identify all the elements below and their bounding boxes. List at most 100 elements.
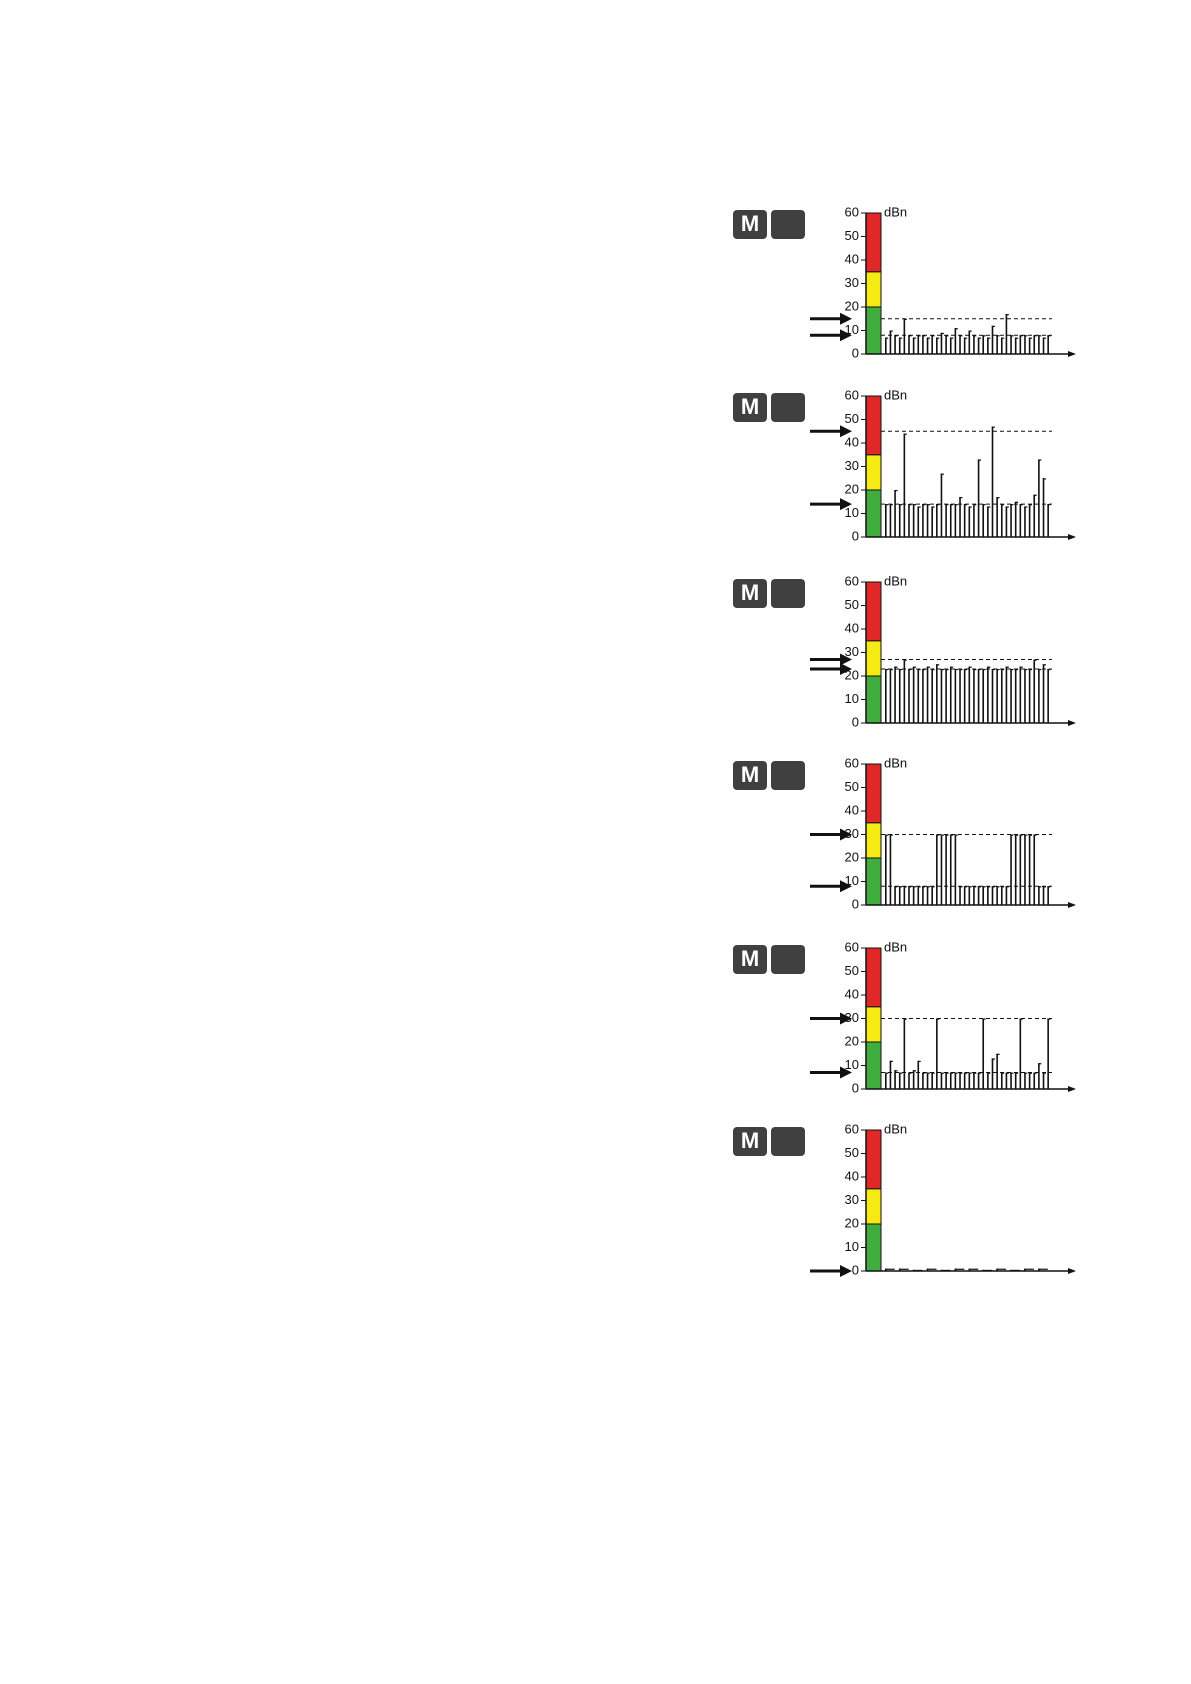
bar (968, 330, 971, 354)
bar (945, 668, 949, 671)
bar (945, 668, 947, 723)
bar (949, 666, 952, 723)
bar (1000, 1072, 1003, 1089)
bar (936, 834, 940, 836)
threshold-arrowhead (840, 653, 852, 666)
bar (889, 504, 893, 506)
bar (940, 1269, 951, 1272)
bar (940, 668, 944, 671)
bar (1010, 335, 1012, 354)
bar (912, 337, 915, 354)
bar (1028, 1072, 1033, 1074)
bar (1033, 1072, 1037, 1074)
x-axis-arrow (1068, 720, 1076, 726)
bar (903, 318, 906, 354)
bar (1024, 335, 1026, 354)
bar (945, 504, 947, 537)
bar (908, 504, 912, 506)
bar (1005, 886, 1008, 905)
bar (903, 659, 907, 661)
bar (894, 490, 898, 492)
bar (936, 1018, 938, 1089)
bar (982, 504, 985, 537)
chart: M 0 10 20 30 40 50 60 dBn (733, 387, 1076, 543)
bar (959, 886, 961, 905)
bar (898, 337, 903, 339)
bar (1047, 668, 1049, 723)
y-tick-label: 50 (845, 411, 859, 426)
threshold-arrowhead (840, 425, 852, 438)
level-band (865, 306, 882, 355)
bar (940, 332, 944, 335)
bar (889, 834, 893, 836)
bar (1042, 478, 1045, 537)
bar (1014, 337, 1019, 339)
bar (1047, 1018, 1051, 1020)
bar (1000, 668, 1005, 671)
bar (1047, 886, 1051, 888)
bar (917, 886, 920, 905)
bar (885, 1072, 889, 1074)
bar (982, 1018, 986, 1020)
bar (926, 337, 930, 339)
mode-button (733, 945, 767, 974)
bar (1028, 668, 1031, 723)
bar (954, 1072, 958, 1074)
bar (898, 668, 901, 723)
level-band (865, 1188, 882, 1225)
bar (1024, 1268, 1034, 1270)
bar (908, 886, 912, 888)
bar (977, 459, 982, 461)
bar (982, 886, 986, 888)
y-tick-label: 0 (852, 714, 859, 729)
mode-button (733, 1127, 767, 1156)
bar (912, 666, 915, 723)
bar (1010, 834, 1012, 905)
bar (926, 886, 929, 905)
bar (885, 1268, 895, 1270)
bar (912, 1070, 917, 1072)
bar (1047, 504, 1051, 506)
bar (940, 834, 944, 836)
bar (1038, 1063, 1040, 1089)
bar (936, 337, 940, 339)
bar (917, 1060, 921, 1062)
bar (931, 506, 933, 537)
bar (1047, 335, 1049, 354)
bar (1010, 335, 1014, 337)
bar (885, 834, 887, 905)
bar (1010, 1072, 1014, 1074)
blank-button (771, 945, 805, 974)
bar (1000, 337, 1003, 354)
bar (926, 666, 930, 668)
bar (987, 886, 991, 888)
bar (903, 886, 907, 888)
mode-button (733, 210, 767, 239)
bar (945, 834, 947, 905)
bar (1033, 834, 1036, 905)
bar (1038, 459, 1042, 461)
bar (908, 335, 910, 354)
bar (973, 668, 977, 671)
y-tick-label: 10 (845, 1057, 859, 1072)
bar (1024, 834, 1026, 905)
bar (963, 1072, 966, 1089)
y-tick-label: 0 (852, 1080, 859, 1095)
bar (1042, 886, 1046, 888)
bar (968, 1268, 979, 1270)
blank-button (771, 393, 805, 422)
unit-label: dBn (884, 204, 907, 219)
bar (1005, 666, 1008, 723)
y-tick-label: 20 (845, 667, 859, 682)
bar (977, 886, 982, 888)
bar (954, 1072, 957, 1089)
bar (1028, 834, 1033, 836)
bar (959, 668, 961, 723)
bar (945, 504, 949, 506)
y-tick-label: 30 (845, 1010, 859, 1025)
bar (917, 1060, 920, 1089)
threshold-arrowhead (840, 498, 852, 511)
bar (1024, 506, 1026, 537)
bar (987, 1072, 989, 1089)
bar (954, 504, 958, 506)
